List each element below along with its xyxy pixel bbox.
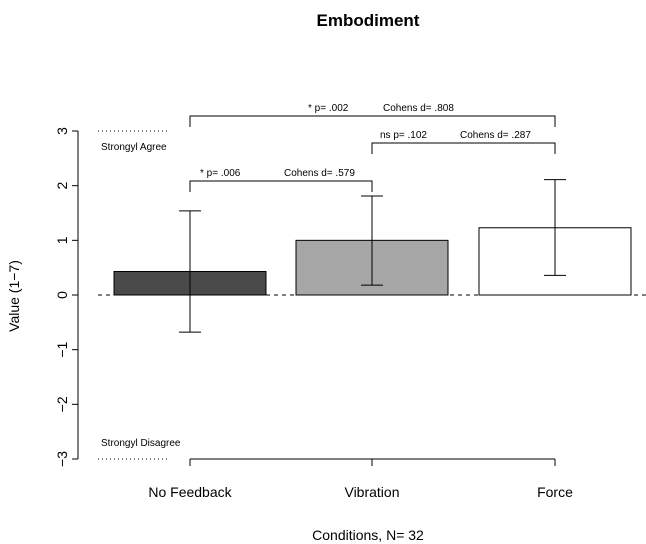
- y-tick-label: −1: [54, 341, 70, 357]
- reference-label: Strongyl Disagree: [101, 438, 181, 449]
- plot-area: −3 −2 −1 0 1 2 3 Strongyl Agree Strongyl Disagre…: [54, 103, 646, 500]
- significance-bracket: [189, 115, 556, 127]
- significance-p-label: * p= .002: [308, 103, 349, 114]
- x-tick-label: Force: [537, 484, 573, 500]
- effect-size-label: Cohens d= .808: [383, 103, 454, 114]
- reference-label: Strongyl Agree: [101, 142, 167, 153]
- y-axis-label: Value (1−7): [6, 260, 22, 332]
- significance-p-label: ns p= .102: [380, 130, 427, 141]
- effect-size-label: Cohens d= .579: [284, 168, 355, 179]
- x-tick-label: Vibration: [344, 484, 399, 500]
- y-tick-label: 2: [54, 182, 70, 190]
- y-tick-label: 0: [54, 291, 70, 299]
- y-tick-label: 3: [54, 127, 70, 135]
- significance-bracket: [189, 180, 373, 192]
- chart-title: Embodiment: [317, 11, 420, 30]
- y-tick-label: −2: [54, 396, 70, 412]
- effect-size-label: Cohens d= .287: [460, 130, 531, 141]
- x-axis-label: Conditions, N= 32: [312, 527, 424, 543]
- y-tick-label: −3: [54, 451, 70, 467]
- significance-bracket: [371, 142, 556, 154]
- x-tick-label: No Feedback: [148, 484, 232, 500]
- significance-p-label: * p= .006: [200, 168, 241, 179]
- y-tick-label: 1: [54, 236, 70, 244]
